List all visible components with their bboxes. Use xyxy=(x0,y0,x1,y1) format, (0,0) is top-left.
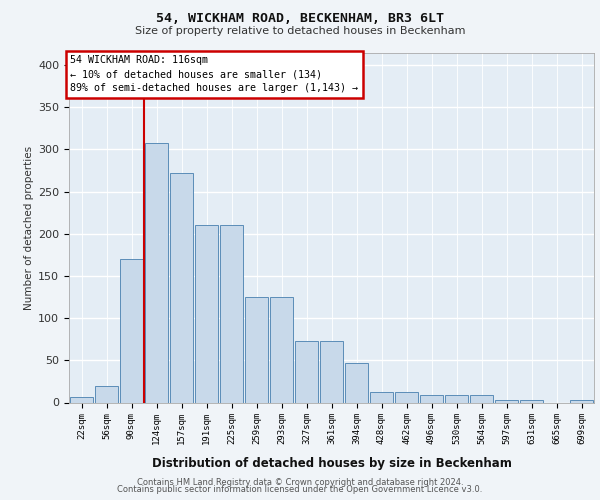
Bar xyxy=(520,400,543,402)
Bar xyxy=(295,341,318,402)
Text: 54, WICKHAM ROAD, BECKENHAM, BR3 6LT: 54, WICKHAM ROAD, BECKENHAM, BR3 6LT xyxy=(156,12,444,26)
Bar xyxy=(445,395,468,402)
Text: Size of property relative to detached houses in Beckenham: Size of property relative to detached ho… xyxy=(135,26,465,36)
Bar xyxy=(320,341,343,402)
Bar xyxy=(270,297,293,403)
Bar xyxy=(120,259,143,402)
Text: Contains HM Land Registry data © Crown copyright and database right 2024.: Contains HM Land Registry data © Crown c… xyxy=(137,478,463,487)
Bar xyxy=(245,297,268,403)
Bar xyxy=(70,396,93,402)
Bar xyxy=(470,395,493,402)
Text: 54 WICKHAM ROAD: 116sqm
← 10% of detached houses are smaller (134)
89% of semi-d: 54 WICKHAM ROAD: 116sqm ← 10% of detache… xyxy=(70,55,358,93)
Bar xyxy=(170,173,193,402)
Bar xyxy=(570,400,593,402)
Bar xyxy=(220,226,243,402)
Bar xyxy=(395,392,418,402)
X-axis label: Distribution of detached houses by size in Beckenham: Distribution of detached houses by size … xyxy=(152,457,511,470)
Text: Contains public sector information licensed under the Open Government Licence v3: Contains public sector information licen… xyxy=(118,485,482,494)
Bar xyxy=(95,386,118,402)
Y-axis label: Number of detached properties: Number of detached properties xyxy=(24,146,34,310)
Bar xyxy=(195,226,218,402)
Bar xyxy=(370,392,393,402)
Bar xyxy=(145,142,168,402)
Bar xyxy=(495,400,518,402)
Bar xyxy=(420,395,443,402)
Bar xyxy=(345,363,368,403)
